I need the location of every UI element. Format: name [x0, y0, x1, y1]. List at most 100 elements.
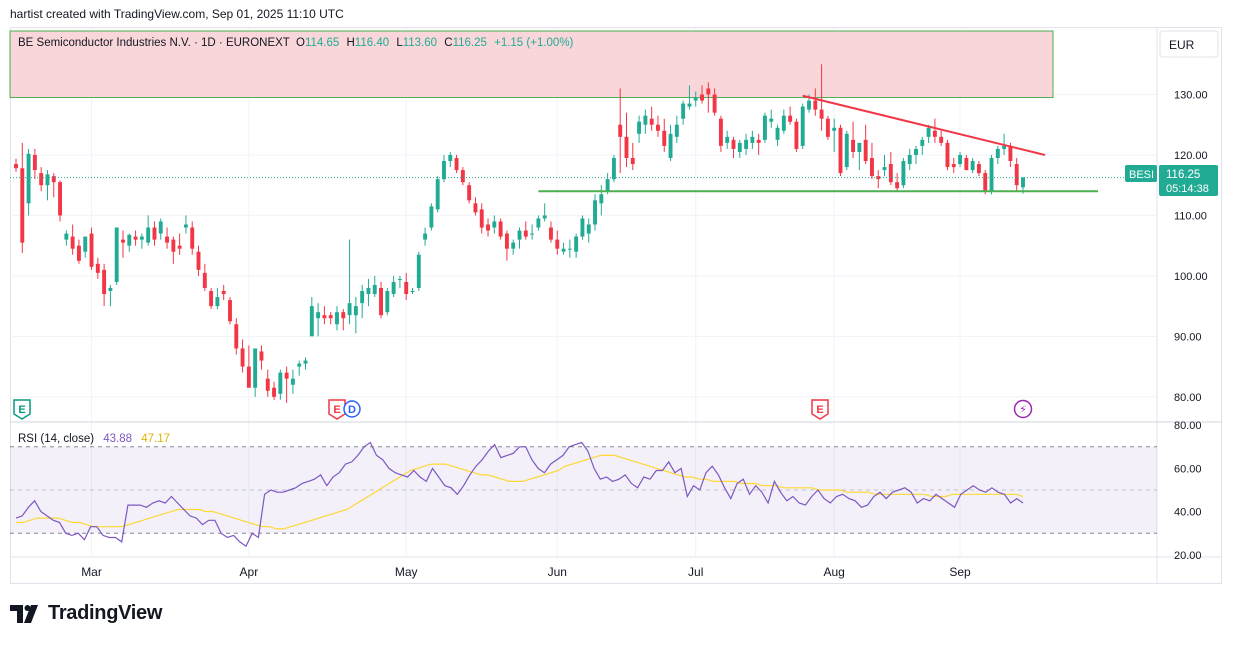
candle-body[interactable] [844, 133, 849, 168]
candle-body[interactable] [945, 142, 950, 168]
candle-body[interactable] [366, 287, 371, 295]
candle-body[interactable] [234, 324, 239, 349]
candle-body[interactable] [1008, 145, 1013, 162]
candle-body[interactable] [523, 230, 528, 237]
candle-body[interactable] [127, 234, 132, 246]
candle-body[interactable] [851, 139, 856, 152]
candle-body[interactable] [536, 218, 541, 228]
candle-body[interactable] [888, 164, 893, 183]
candle-body[interactable] [435, 179, 440, 210]
candle-body[interactable] [486, 224, 490, 231]
candle-body[interactable] [681, 103, 686, 119]
candle-body[interactable] [240, 348, 245, 367]
candle-body[interactable] [542, 215, 547, 219]
candle-body[interactable] [781, 115, 786, 131]
candle-body[interactable] [454, 157, 459, 171]
candle-body[interactable] [152, 227, 157, 240]
candle-body[interactable] [473, 203, 478, 213]
candle-body[interactable] [574, 236, 579, 252]
candle-body[interactable] [611, 157, 616, 180]
candle-body[interactable] [228, 300, 232, 322]
candle-body[interactable] [687, 103, 692, 107]
candle-body[interactable] [989, 157, 994, 192]
candle-body[interactable] [914, 148, 918, 155]
candle-body[interactable] [725, 136, 730, 143]
candle-body[interactable] [177, 245, 182, 249]
candle-body[interactable] [146, 227, 151, 243]
candle-body[interactable] [750, 136, 755, 143]
candle-body[interactable] [700, 94, 704, 101]
candle-body[interactable] [58, 182, 63, 216]
earnings-icon[interactable] [13, 399, 31, 420]
candle-body[interactable] [951, 164, 956, 168]
currency-button[interactable] [1159, 30, 1219, 58]
candle-body[interactable] [278, 372, 283, 394]
candle-body[interactable] [983, 173, 988, 192]
candle-body[interactable] [246, 366, 251, 388]
dividend-icon[interactable] [343, 400, 361, 418]
candle-body[interactable] [630, 157, 635, 165]
candle-body[interactable] [712, 94, 717, 113]
earnings-icon[interactable] [328, 399, 346, 420]
candle-body[interactable] [605, 179, 610, 192]
brand-logo[interactable]: TradingView [10, 602, 162, 625]
candle-body[interactable] [825, 118, 830, 137]
candle-body[interactable] [706, 88, 711, 95]
candle-body[interactable] [416, 254, 421, 288]
candle-body[interactable] [360, 291, 365, 304]
candle-body[interactable] [221, 291, 226, 295]
candle-body[interactable] [265, 378, 270, 391]
candle-body[interactable] [498, 221, 503, 237]
candle-body[interactable] [920, 139, 925, 146]
candle-body[interactable] [567, 248, 572, 250]
candle-body[interactable] [674, 124, 679, 137]
candle-body[interactable] [272, 387, 276, 397]
candle-body[interactable] [756, 139, 761, 143]
candle-body[interactable] [1002, 145, 1007, 149]
split-icon[interactable] [1013, 399, 1033, 419]
candle-body[interactable] [309, 306, 314, 337]
candle-body[interactable] [64, 233, 69, 240]
candle-body[interactable] [316, 312, 321, 319]
candle-body[interactable] [530, 233, 535, 235]
candle-body[interactable] [108, 287, 113, 292]
candle-body[interactable] [832, 127, 837, 131]
candle-body[interactable] [14, 164, 18, 169]
candle-body[interactable] [70, 236, 75, 249]
candle-body[interactable] [114, 227, 119, 282]
candle-body[interactable] [284, 372, 289, 379]
candle-body[interactable] [511, 242, 516, 249]
candle-body[interactable] [335, 312, 339, 325]
candle-body[interactable] [379, 287, 383, 316]
candle-body[interactable] [517, 230, 522, 240]
candle-body[interactable] [492, 221, 497, 228]
candle-body[interactable] [731, 139, 736, 149]
candle-body[interactable] [788, 115, 793, 122]
candle-body[interactable] [649, 118, 654, 125]
candle-body[interactable] [637, 121, 642, 134]
candle-body[interactable] [347, 303, 352, 316]
candle-body[interactable] [385, 291, 390, 313]
candle-body[interactable] [624, 136, 629, 158]
candle-body[interactable] [341, 312, 346, 319]
candle-body[interactable] [89, 233, 94, 267]
candle-body[interactable] [807, 100, 811, 110]
candle-body[interactable] [328, 315, 333, 319]
candle-body[interactable] [939, 136, 944, 143]
candle-body[interactable] [95, 263, 100, 273]
candle-body[interactable] [448, 154, 453, 162]
candle-body[interactable] [932, 130, 937, 137]
candle-body[interactable] [863, 139, 868, 162]
candle-body[interactable] [970, 161, 975, 171]
candle-body[interactable] [32, 154, 37, 171]
candle-body[interactable] [20, 168, 25, 243]
candle-body[interactable] [901, 161, 906, 186]
candle-body[interactable] [460, 170, 465, 183]
candle-body[interactable] [549, 227, 553, 240]
candle-body[interactable] [869, 157, 874, 177]
candle-body[interactable] [813, 100, 818, 110]
candle-body[interactable] [964, 157, 969, 171]
candle-body[interactable] [586, 224, 591, 234]
candle-body[interactable] [353, 306, 358, 316]
